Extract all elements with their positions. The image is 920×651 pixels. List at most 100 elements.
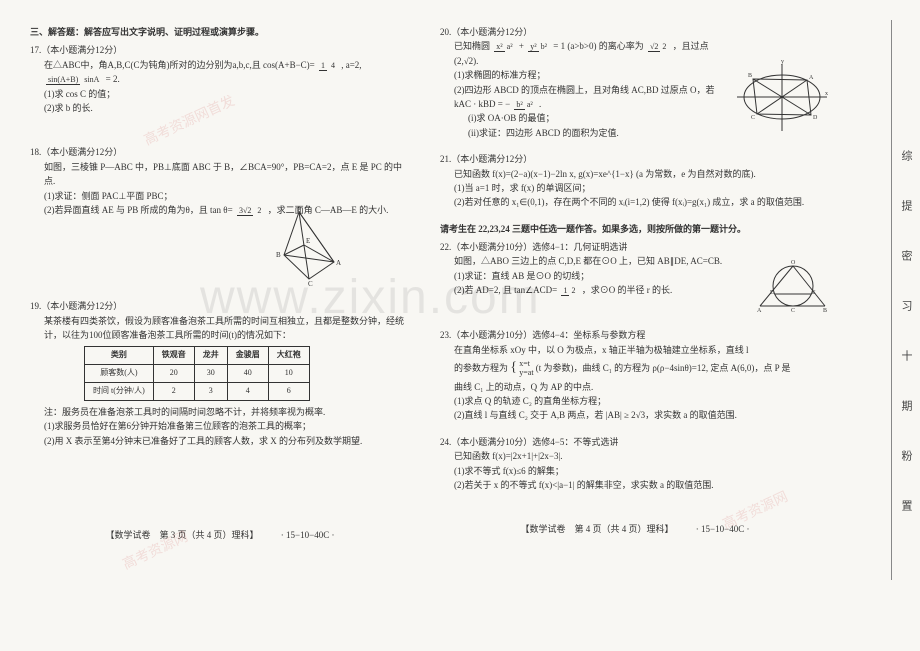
- q23-line3: 曲线 C₁ 上的动点，Q 为 AP 的中点.: [454, 380, 830, 394]
- td: 6: [268, 383, 309, 401]
- vertical-rule: [891, 20, 892, 580]
- q20-frac-a: x²a²: [494, 43, 514, 51]
- q19-body: 某茶楼有四类茶饮，假设为顾客准备泡茶工具所需的时间互相独立，且都是整数分钟，经统…: [30, 314, 410, 448]
- footer-left: 【数学试卷 第 3 页（共 4 页）理科】 · 15−10−40C ·: [30, 528, 410, 542]
- q17-frac2: sin(A+B) sinA: [46, 76, 101, 84]
- frac-num: 3√2: [237, 206, 253, 216]
- svg-text:C: C: [751, 115, 755, 121]
- q20-title: 20.（本小题满分12分）: [440, 25, 830, 39]
- q22-title: 22.（本小题满分10分）选修4−1：几何证明选讲: [440, 240, 830, 254]
- q23-line1: 在直角坐标系 xOy 中，以 O 为极点，x 轴正半轴为极轴建立坐标系，直线 l: [454, 343, 830, 357]
- q17-line2b: = 2.: [106, 74, 120, 84]
- frac-den: a²: [505, 42, 515, 51]
- q18-line1: 如图，三棱锥 P—ABC 中，PB⊥底面 ABC 于 B，∠BCA=90°，PB…: [44, 160, 410, 189]
- td: 4: [227, 383, 268, 401]
- table-header-row: 类别 铁观音 龙井 金骏眉 大红袍: [85, 347, 310, 365]
- q20-figure: y x B A D C: [735, 59, 830, 134]
- frac-den: 2: [660, 42, 668, 51]
- question-24: 24.（本小题满分10分）选修4−5：不等式选讲 已知函数 f(x)=|2x+1…: [440, 435, 830, 493]
- q18-body: 如图，三棱锥 P—ABC 中，PB⊥底面 ABC 于 B，∠BCA=90°，PB…: [30, 160, 410, 288]
- q18-part1: (1)求证：侧面 PAC⊥平面 PBC；: [44, 189, 410, 203]
- q24-title: 24.（本小题满分10分）选修4−5：不等式选讲: [440, 435, 830, 449]
- q17-title: 17.（本小题满分12分）: [30, 43, 410, 57]
- param-y: y=at: [519, 368, 533, 377]
- question-21: 21.（本小题满分12分） 已知函数 f(x)=(2−a)(x−1)−2ln x…: [440, 152, 830, 210]
- frac-num: 1: [319, 61, 327, 71]
- td: 3: [194, 383, 227, 401]
- q18-title: 18.（本小题满分12分）: [30, 145, 410, 159]
- svg-text:E: E: [306, 237, 310, 245]
- svg-text:D: D: [813, 115, 818, 121]
- q20-frac-k: b²a²: [514, 101, 534, 109]
- svg-text:P: P: [297, 207, 301, 213]
- frac-den: 2: [569, 286, 577, 295]
- q24-part2: (2)若关于 x 的不等式 f(x)<|a−1| 的解集非空，求实数 a 的取值…: [454, 478, 830, 492]
- q22-figure: O A C B D E: [755, 254, 830, 316]
- td: 20: [153, 365, 194, 383]
- svg-text:A: A: [809, 75, 814, 81]
- q23-line2a: 的参数方程为: [454, 363, 508, 373]
- q19-title: 19.（本小题满分12分）: [30, 299, 410, 313]
- svg-text:B: B: [276, 251, 281, 259]
- td: 顾客数(人): [85, 365, 154, 383]
- q22-part2b: ，求⊙O 的半径 r 的长.: [582, 285, 673, 295]
- q21-body: 已知函数 f(x)=(2−a)(x−1)−2ln x, g(x)=xe^{1−x…: [440, 167, 830, 210]
- q18-frac: 3√2 2: [237, 207, 263, 215]
- svg-text:C: C: [308, 280, 313, 287]
- q22-frac: 12: [561, 287, 577, 295]
- td: 40: [227, 365, 268, 383]
- question-18: 18.（本小题满分12分） 如图，三棱锥 P—ABC 中，PB⊥底面 ABC 于…: [30, 145, 410, 287]
- q20-l1b: = 1 (a>b>0) 的离心率为: [553, 41, 643, 51]
- td: 10: [268, 365, 309, 383]
- q24-part1: (1)求不等式 f(x)≤6 的解集；: [454, 464, 830, 478]
- q20-frac-e: √22: [648, 43, 668, 51]
- q21-title: 21.（本小题满分12分）: [440, 152, 830, 166]
- question-17: 17.（本小题满分12分） 在△ABC中，角A,B,C(C为钝角)所对的边分别为…: [30, 43, 410, 115]
- param-x: x=t: [519, 359, 530, 368]
- svg-text:B: B: [823, 308, 827, 314]
- q17-part1: (1)求 cos C 的值；: [44, 87, 410, 101]
- q24-body: 已知函数 f(x)=|2x+1|+|2x−3|. (1)求不等式 f(x)≤6 …: [440, 449, 830, 492]
- footer-left-code: · 15−10−40C ·: [281, 530, 335, 540]
- table-row: 顾客数(人) 20 30 40 10: [85, 365, 310, 383]
- q18-figure: P A B C E: [264, 207, 354, 287]
- q18-part2a: (2)若异面直线 AE 与 PB 所成的角为θ，且 tan θ=: [44, 205, 233, 215]
- q23-part2: (2)直线 l 与直线 C₂ 交于 A,B 两点，若 |AB| ≥ 2√3，求实…: [454, 408, 830, 422]
- q19-note: 注：服务员在准备泡茶工具时的间隔时间忽略不计，并将频率视为概率.: [44, 405, 410, 419]
- frac-num: x²: [494, 42, 504, 52]
- q19-line1: 某茶楼有四类茶饮，假设为顾客准备泡茶工具所需的时间互相独立，且都是整数分钟，经统…: [44, 314, 410, 343]
- frac-den: 2: [255, 206, 263, 215]
- td: 2: [153, 383, 194, 401]
- right-column: 20.（本小题满分12分） y x B A D: [430, 0, 860, 651]
- q17-frac1: 1 4: [319, 62, 337, 70]
- left-column: 三、解答题：解答应写出文字说明、证明过程或演算步骤。 17.（本小题满分12分）…: [0, 0, 430, 651]
- frac-num: sin(A+B): [46, 75, 80, 85]
- section-3-header: 三、解答题：解答应写出文字说明、证明过程或演算步骤。: [30, 25, 410, 39]
- th: 类别: [85, 347, 154, 365]
- q20-body: y x B A D C 已知椭圆 x²a² + y²b² = 1 (a>b>0)…: [440, 39, 830, 140]
- q21-part1: (1)当 a=1 时，求 f(x) 的单调区间；: [454, 181, 830, 195]
- q20-part2a: (2)四边形 ABCD 的顶点在椭圆上，且对角线 AC,BD 过原点 O，若 k…: [454, 85, 715, 109]
- frac-den: sinA: [82, 75, 101, 84]
- svg-text:O: O: [791, 260, 796, 266]
- svg-text:y: y: [781, 59, 784, 65]
- table-row: 时间 t(分钟/人) 2 3 4 6: [85, 383, 310, 401]
- q19-table: 类别 铁观音 龙井 金骏眉 大红袍 顾客数(人) 20 30 40 10: [84, 346, 310, 400]
- svg-text:A: A: [757, 308, 762, 314]
- q22-body: O A C B D E 如图，△ABO 三边上的点 C,D,E 都在⊙O 上，已…: [440, 254, 830, 316]
- svg-text:E: E: [812, 290, 816, 296]
- q20-plus: +: [519, 41, 526, 51]
- question-19: 19.（本小题满分12分） 某茶楼有四类茶饮，假设为顾客准备泡茶工具所需的时间互…: [30, 299, 410, 448]
- question-22: 22.（本小题满分10分）选修4−1：几何证明选讲 O A C B D E: [440, 240, 830, 316]
- question-23: 23.（本小题满分10分）选修4−4：坐标系与参数方程 在直角坐标系 xOy 中…: [440, 328, 830, 422]
- footer-left-text: 【数学试卷 第 3 页（共 4 页）理科】: [106, 530, 259, 540]
- q17-body: 在△ABC中，角A,B,C(C为钝角)所对的边分别为a,b,c,且 cos(A+…: [30, 58, 410, 116]
- question-20: 20.（本小题满分12分） y x B A D: [440, 25, 830, 140]
- th: 金骏眉: [227, 347, 268, 365]
- q22-part2a: (2)若 AD=2, 且 tan∠ACD=: [454, 285, 557, 295]
- elective-header: 请考生在 22,23,24 三题中任选一题作答。如果多选，则按所做的第一题计分。: [440, 222, 830, 236]
- td: 30: [194, 365, 227, 383]
- q19-part1: (1)求服务员恰好在第6分钟开始准备第三位顾客的泡茶工具的概率；: [44, 419, 410, 433]
- q17-part2: (2)求 b 的长.: [44, 101, 410, 115]
- exam-page: www.zixin.com 高考资源网首发 高考资源网 高考资源网 综 提 密 …: [0, 0, 920, 651]
